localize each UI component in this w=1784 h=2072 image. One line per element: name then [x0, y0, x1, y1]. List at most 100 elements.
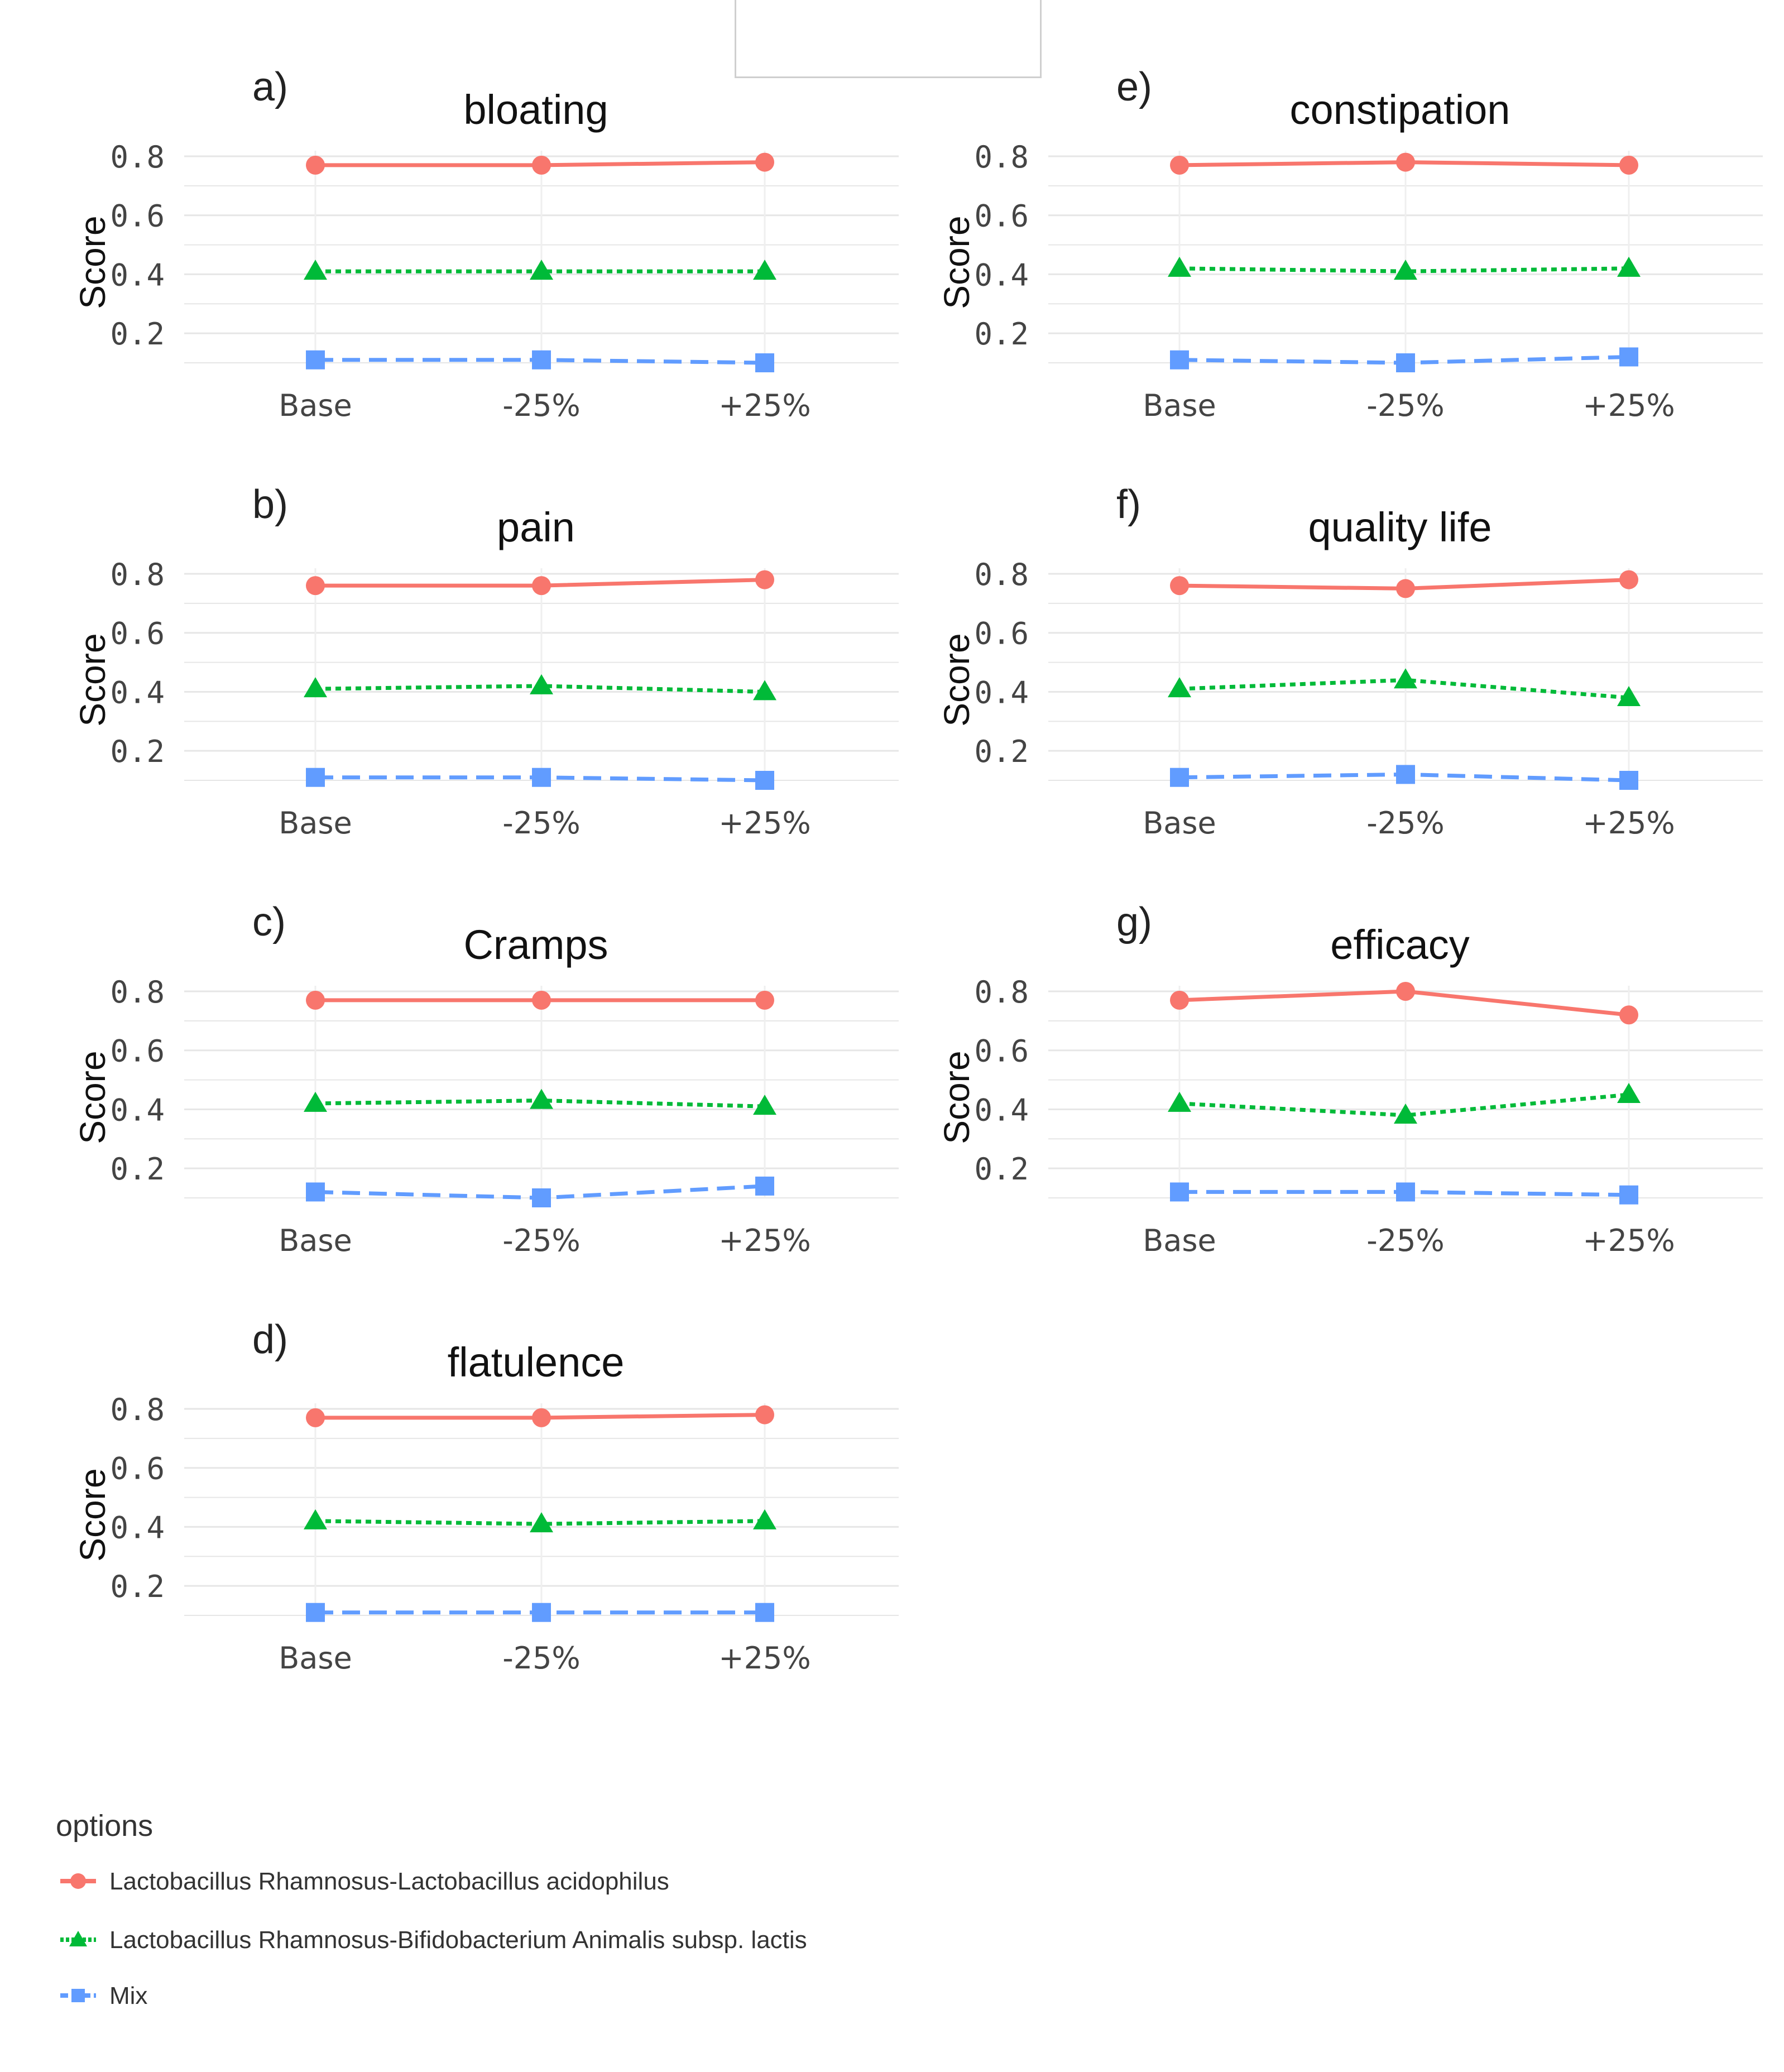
x-tick-label: Base — [279, 388, 352, 423]
y-tick-label: 0.6 — [974, 616, 1029, 651]
data-point — [304, 260, 327, 280]
data-point — [1396, 765, 1415, 784]
data-point — [755, 990, 774, 1010]
y-axis-label: Score — [937, 633, 977, 726]
data-point — [755, 570, 774, 589]
data-point — [532, 576, 551, 596]
data-point — [1396, 152, 1415, 172]
x-tick-label: Base — [279, 1641, 352, 1676]
data-point — [1170, 990, 1189, 1010]
x-tick-label: -25% — [1366, 805, 1445, 841]
x-tick-label: Base — [1143, 1223, 1216, 1258]
chart-panel: f) quality life Score 0.2 0.4 0.6 0.8 Base -25% +… — [937, 482, 1763, 841]
data-point — [1396, 579, 1415, 598]
x-tick-label: Base — [1143, 388, 1216, 423]
x-tick-label: -25% — [502, 388, 581, 423]
y-tick-label: 0.8 — [974, 975, 1029, 1010]
data-point — [1168, 1091, 1191, 1112]
data-point — [306, 1603, 325, 1622]
y-tick-label: 0.6 — [110, 1451, 165, 1486]
data-point — [1394, 668, 1417, 689]
chart-panel: a) bloating Score 0.2 0.4 0.6 0.8 Base -25% +25% — [73, 65, 899, 423]
legend-label-2: Lactobacillus Rhamnosus-Bifidobacterium … — [109, 1926, 807, 1954]
y-axis-label: Score — [73, 1051, 113, 1144]
data-point — [755, 353, 774, 372]
data-point — [306, 1408, 325, 1427]
data-point — [1170, 576, 1189, 596]
chart-title: Cramps — [463, 922, 608, 968]
y-tick-label: 0.4 — [110, 257, 165, 292]
data-point — [530, 674, 553, 694]
legend-title: options — [56, 1809, 154, 1843]
data-point — [1619, 771, 1638, 790]
data-point — [530, 260, 553, 280]
x-tick-label: +25% — [718, 805, 811, 841]
chart-title: flatulence — [448, 1339, 625, 1385]
x-tick-label: -25% — [502, 1641, 581, 1676]
data-point — [532, 1408, 551, 1427]
x-tick-label: +25% — [1582, 1223, 1675, 1258]
data-point — [1619, 1005, 1638, 1025]
legend-label-3: Mix — [109, 1982, 148, 2009]
data-point — [1619, 570, 1638, 589]
data-point — [1617, 686, 1641, 706]
chart-title: efficacy — [1330, 922, 1470, 968]
data-point — [1617, 1083, 1641, 1103]
panel-label: a) — [252, 65, 288, 109]
data-point — [304, 677, 327, 698]
y-tick-label: 0.2 — [974, 1152, 1029, 1187]
y-tick-label: 0.2 — [110, 734, 165, 769]
chart-panel: g) efficacy Score 0.2 0.4 0.6 0.8 Base -25% +25% — [937, 900, 1763, 1258]
data-point — [1619, 1185, 1638, 1205]
data-point — [1170, 768, 1189, 787]
panel-label: e) — [1116, 65, 1152, 109]
y-tick-label: 0.2 — [110, 1152, 165, 1187]
data-point — [532, 1188, 551, 1207]
data-point — [532, 155, 551, 175]
chart-panel: e) constipation Score 0.2 0.4 0.6 0.8 Base -25% +… — [937, 65, 1763, 423]
data-point — [1394, 1104, 1417, 1124]
data-point — [1168, 256, 1191, 277]
data-point — [753, 1095, 776, 1115]
data-point — [532, 990, 551, 1010]
data-point — [304, 1091, 327, 1112]
y-tick-label: 0.8 — [110, 975, 165, 1010]
data-point — [530, 1512, 553, 1533]
data-point — [1396, 1182, 1415, 1202]
data-point — [755, 152, 774, 172]
y-tick-label: 0.4 — [974, 257, 1029, 292]
data-point — [753, 1509, 776, 1529]
y-tick-label: 0.2 — [974, 316, 1029, 352]
data-point — [304, 1509, 327, 1529]
y-tick-label: 0.4 — [974, 675, 1029, 710]
x-tick-label: -25% — [1366, 1223, 1445, 1258]
y-tick-label: 0.6 — [974, 199, 1029, 234]
y-axis-label: Score — [937, 215, 977, 309]
data-point — [1396, 982, 1415, 1001]
panel-label: c) — [252, 900, 286, 944]
data-point — [1170, 1182, 1189, 1202]
y-tick-label: 0.4 — [110, 1510, 165, 1545]
top-frame-box — [735, 0, 1042, 78]
y-axis-label: Score — [937, 1051, 977, 1144]
data-point — [306, 155, 325, 175]
legend-label-1: Lactobacillus Rhamnosus-Lactobacillus ac… — [109, 1868, 669, 1895]
data-point — [753, 260, 776, 280]
y-axis-label: Score — [73, 215, 113, 309]
data-point — [306, 768, 325, 787]
data-point — [1168, 677, 1191, 698]
x-tick-label: Base — [1143, 805, 1216, 841]
data-point — [532, 350, 551, 370]
data-point — [755, 1176, 774, 1196]
data-point — [1170, 155, 1189, 175]
panel-label: b) — [252, 482, 288, 527]
x-tick-label: Base — [279, 1223, 352, 1258]
y-tick-label: 0.8 — [110, 1392, 165, 1427]
data-point — [755, 1603, 774, 1622]
data-point — [1170, 350, 1189, 370]
y-tick-label: 0.4 — [110, 1092, 165, 1128]
x-tick-label: -25% — [502, 1223, 581, 1258]
panel-label: g) — [1116, 900, 1152, 944]
chart-title: constipation — [1290, 87, 1510, 133]
